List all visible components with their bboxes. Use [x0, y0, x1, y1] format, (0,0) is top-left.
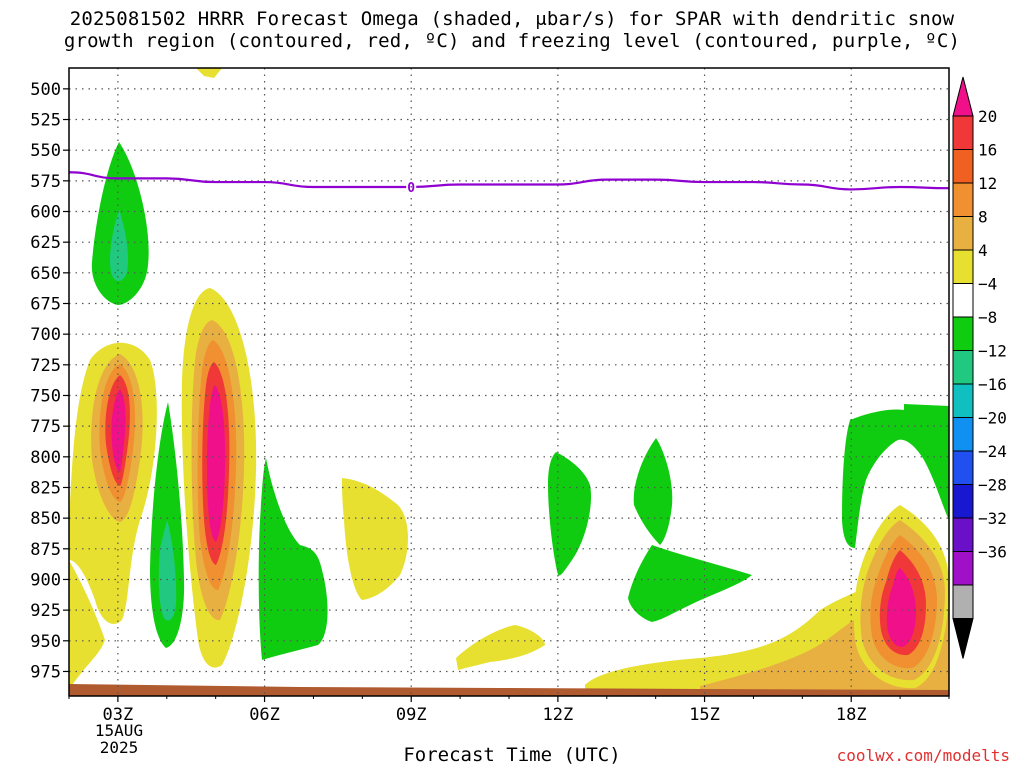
colorbar-segment: [952, 182, 974, 217]
x-tick-label: 18Z: [836, 705, 867, 725]
chart-grid: [69, 68, 949, 696]
x-axis-label: Forecast Time (UTC): [403, 744, 621, 766]
omega-positive-region: [206, 385, 226, 542]
y-tick-label: 700: [30, 325, 61, 345]
colorbar-label: −12: [978, 342, 1007, 361]
colorbar-label: −24: [978, 442, 1007, 461]
omega-negative-region: [158, 520, 177, 621]
y-tick-label: 500: [30, 80, 61, 100]
colorbar-segment: [952, 249, 974, 284]
colorbar-arrow-bottom: [952, 618, 974, 659]
colorbar-segment: [952, 149, 974, 184]
omega-positive-region: [196, 68, 222, 78]
colorbar-segment: [952, 584, 974, 619]
y-tick-label: 750: [30, 386, 61, 406]
colorbar-label: 8: [978, 208, 988, 227]
title-line-1: 2025081502 HRRR Forecast Omega (shaded, …: [69, 8, 955, 30]
colorbar-label: −16: [978, 375, 1007, 394]
colorbar-label: −32: [978, 509, 1007, 528]
omega-positive-region: [342, 478, 408, 600]
omega-negative-region: [548, 452, 592, 576]
y-tick-label: 825: [30, 478, 61, 498]
colorbar-segment: [952, 115, 974, 150]
freezing-level-label: 0: [407, 181, 415, 196]
y-tick-label: 925: [30, 601, 61, 621]
y-tick-label: 725: [30, 356, 61, 376]
colorbar-segment: [952, 551, 974, 586]
y-tick-label: 775: [30, 417, 61, 437]
colorbar-label: 4: [978, 241, 988, 260]
y-tick-label: 800: [30, 448, 61, 468]
freezing-level-label-bg: [406, 179, 417, 194]
x-tick-label: 06Z: [249, 705, 280, 725]
colorbar-label: −28: [978, 476, 1007, 495]
y-tick-label: 975: [30, 662, 61, 682]
colorbar-label: 12: [978, 174, 997, 193]
omega-positive-region: [456, 625, 545, 670]
colorbar-label: −8: [978, 308, 997, 327]
omega-negative-region: [258, 458, 328, 660]
omega-positive-region: [69, 560, 105, 690]
freezing-level-contour: [69, 171, 949, 191]
x-tick-label: 03Z: [103, 705, 134, 725]
date-label-year: 2025: [99, 738, 139, 757]
omega-negative-region: [628, 545, 752, 622]
colorbar-segment: [952, 383, 974, 418]
x-tick-label: 12Z: [543, 705, 574, 725]
y-tick-label: 600: [30, 203, 61, 223]
colorbar-segment: [952, 517, 974, 552]
ground-terrain: [69, 684, 949, 696]
date-label-day: 15AUG: [94, 721, 144, 740]
y-tick-label: 550: [30, 141, 61, 161]
colorbar-segment: [952, 216, 974, 251]
colorbar-label: 20: [978, 107, 997, 126]
y-tick-label: 650: [30, 264, 61, 284]
omega-negative-region: [633, 438, 673, 545]
y-tick-label: 950: [30, 632, 61, 652]
chart-title: 2025081502 HRRR Forecast Omega (shaded, …: [0, 8, 1024, 52]
x-axis: 03Z 06Z 09Z 12Z 15Z 18Z: [68, 696, 950, 725]
omega-positive-region: [886, 568, 916, 647]
omega-negative-region: [109, 210, 129, 281]
credit-link[interactable]: coolwx.com/modelts: [836, 746, 1010, 765]
colorbar-label: 16: [978, 141, 997, 160]
x-tick-label: 15Z: [689, 705, 720, 725]
colorbar-segment: [952, 316, 974, 351]
y-tick-label: 900: [30, 570, 61, 590]
colorbar-arrow-top: [952, 76, 974, 117]
colorbar-label: −36: [978, 543, 1007, 562]
y-tick-label: 525: [30, 111, 61, 131]
y-tick-label: 875: [30, 540, 61, 560]
colorbar-label: −20: [978, 409, 1007, 428]
colorbar-segment: [952, 350, 974, 385]
colorbar-segment: [952, 283, 974, 318]
colorbar: 20 16 12 8 4 −4 −8 −12 −16 −20 −24 −28 −32 −36: [952, 76, 1007, 659]
colorbar-label: −4: [978, 275, 997, 294]
colorbar-segment: [952, 484, 974, 519]
y-tick-label: 850: [30, 509, 61, 529]
y-axis: 500 525 550 575 600 625 650 675 700 725 750 775 800 8…: [30, 80, 69, 682]
omega-shaded-fields: [69, 68, 949, 696]
colorbar-segment: [952, 450, 974, 485]
title-line-2: growth region (contoured, red, ºC) and f…: [63, 30, 961, 52]
colorbar-segment: [952, 417, 974, 452]
y-tick-label: 625: [30, 233, 61, 253]
x-tick-label: 09Z: [396, 705, 427, 725]
y-tick-label: 675: [30, 295, 61, 315]
omega-negative-region: [842, 404, 949, 548]
omega-positive-region: [111, 389, 126, 472]
y-tick-label: 575: [30, 172, 61, 192]
